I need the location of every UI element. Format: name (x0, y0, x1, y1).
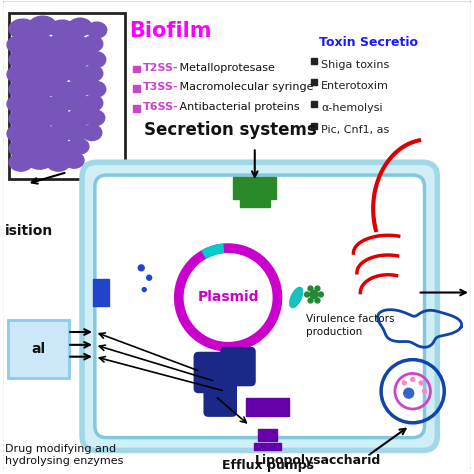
Ellipse shape (64, 152, 84, 168)
Text: Shiga toxins: Shiga toxins (321, 60, 389, 70)
Circle shape (402, 381, 406, 385)
Circle shape (410, 377, 415, 382)
Circle shape (419, 381, 423, 385)
Bar (311, 79, 317, 85)
Text: Plasmid: Plasmid (197, 291, 259, 304)
Ellipse shape (7, 125, 31, 143)
Circle shape (315, 298, 320, 303)
Text: Toxin Secretio: Toxin Secretio (319, 36, 418, 49)
Ellipse shape (67, 138, 89, 155)
Ellipse shape (83, 65, 103, 82)
Ellipse shape (7, 36, 31, 54)
Text: Secretion systems: Secretion systems (144, 121, 317, 139)
Text: Drug modifying and
hydrolysing enzymes: Drug modifying and hydrolysing enzymes (5, 444, 123, 466)
Ellipse shape (24, 62, 52, 82)
FancyBboxPatch shape (193, 352, 231, 393)
Ellipse shape (85, 110, 105, 126)
Ellipse shape (29, 16, 56, 36)
Ellipse shape (46, 154, 70, 171)
Ellipse shape (83, 95, 103, 111)
Ellipse shape (9, 50, 36, 70)
Ellipse shape (68, 78, 92, 96)
Ellipse shape (29, 48, 56, 67)
Ellipse shape (87, 22, 107, 38)
Ellipse shape (68, 18, 92, 36)
Ellipse shape (29, 107, 56, 127)
Circle shape (422, 389, 427, 393)
Ellipse shape (9, 154, 33, 171)
Bar (9, 13, 126, 179)
Text: al: al (32, 342, 46, 356)
Ellipse shape (45, 65, 70, 83)
Circle shape (310, 291, 318, 299)
Circle shape (138, 265, 144, 271)
Ellipse shape (9, 79, 36, 99)
Ellipse shape (45, 36, 70, 54)
Ellipse shape (24, 122, 52, 142)
FancyBboxPatch shape (220, 347, 256, 386)
Text: Biofilm: Biofilm (129, 21, 212, 41)
Ellipse shape (29, 77, 56, 97)
Ellipse shape (64, 35, 88, 53)
Ellipse shape (7, 95, 31, 113)
Text: Virulence factors
production: Virulence factors production (306, 314, 394, 337)
Text: T3SS-: T3SS- (143, 82, 179, 92)
Circle shape (404, 388, 414, 398)
Ellipse shape (27, 151, 53, 169)
Bar (311, 123, 317, 129)
Ellipse shape (49, 82, 75, 99)
Ellipse shape (83, 36, 103, 52)
Ellipse shape (7, 65, 31, 83)
Ellipse shape (24, 92, 52, 112)
Ellipse shape (68, 108, 92, 126)
Ellipse shape (290, 287, 302, 308)
Ellipse shape (24, 32, 52, 52)
Bar (246, 398, 289, 416)
Bar (258, 428, 277, 440)
Bar (133, 65, 140, 73)
Ellipse shape (9, 19, 36, 39)
Circle shape (308, 286, 313, 291)
Bar (254, 443, 282, 450)
FancyBboxPatch shape (203, 379, 237, 417)
Bar (233, 177, 276, 199)
Ellipse shape (45, 96, 70, 114)
Text: α-hemolysi: α-hemolysi (321, 103, 383, 113)
Circle shape (142, 288, 146, 292)
FancyBboxPatch shape (95, 175, 425, 438)
Text: Pic, Cnf1, as: Pic, Cnf1, as (321, 125, 389, 135)
Ellipse shape (29, 137, 56, 156)
Ellipse shape (9, 138, 36, 158)
Ellipse shape (64, 93, 88, 111)
Circle shape (319, 292, 323, 297)
Bar (133, 105, 140, 112)
Text: T6SS-: T6SS- (143, 102, 179, 112)
Text: Macromolecular syringe: Macromolecular syringe (176, 82, 313, 92)
Ellipse shape (45, 126, 70, 144)
Bar (133, 85, 140, 92)
Ellipse shape (9, 109, 36, 129)
Circle shape (305, 292, 310, 297)
Text: T2SS-: T2SS- (143, 63, 179, 73)
Ellipse shape (86, 52, 106, 67)
FancyBboxPatch shape (82, 162, 438, 450)
Ellipse shape (49, 111, 75, 129)
Ellipse shape (86, 82, 106, 97)
Ellipse shape (64, 123, 88, 141)
Circle shape (308, 298, 313, 303)
Ellipse shape (68, 49, 92, 66)
Ellipse shape (49, 51, 75, 69)
Ellipse shape (64, 64, 88, 82)
FancyBboxPatch shape (8, 320, 69, 378)
Bar (93, 279, 109, 306)
Text: Enterotoxim: Enterotoxim (321, 81, 389, 91)
Circle shape (315, 286, 320, 291)
Text: Antibacterial proteins: Antibacterial proteins (176, 102, 300, 112)
Bar (311, 101, 317, 107)
Bar (311, 58, 317, 64)
Text: Efflux pumps: Efflux pumps (221, 459, 314, 472)
Circle shape (146, 275, 152, 280)
Ellipse shape (82, 125, 102, 141)
Ellipse shape (49, 20, 75, 38)
